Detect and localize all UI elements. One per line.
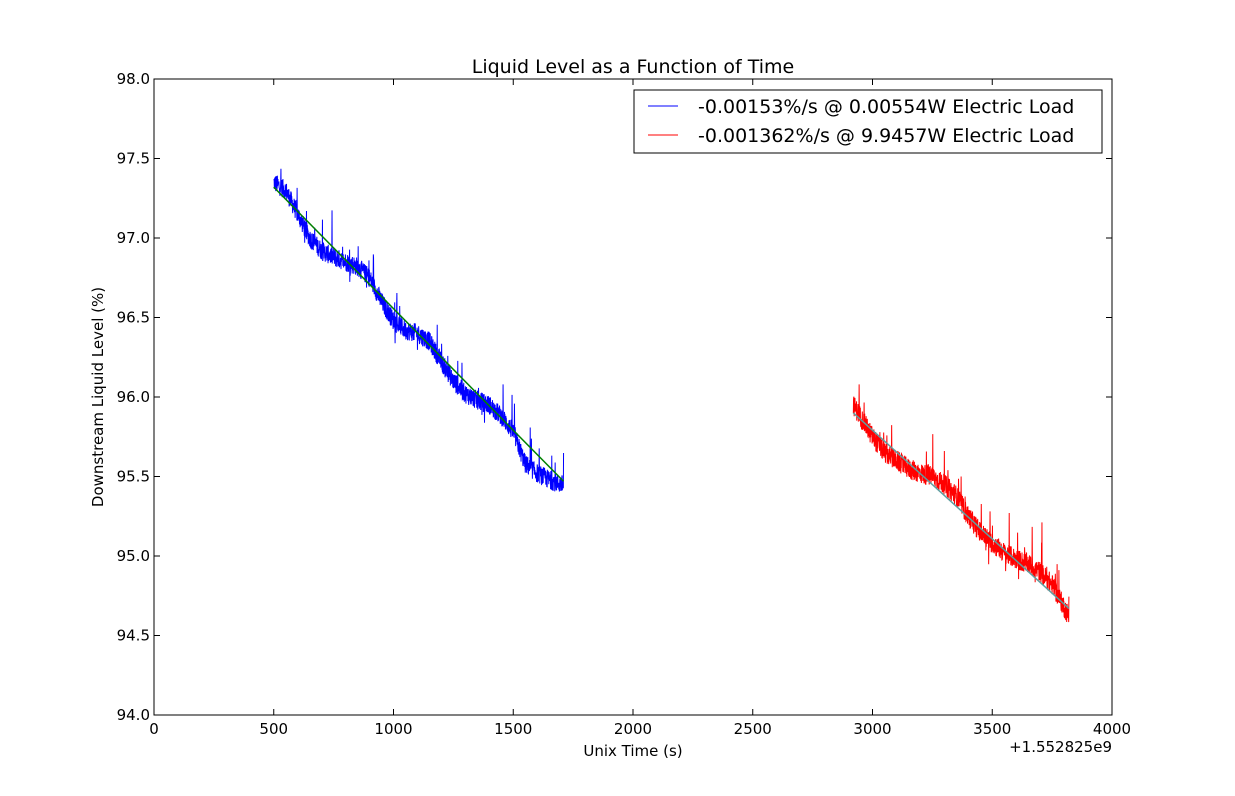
y-tick-label: 97.5	[117, 150, 150, 168]
x-tick-label: 0	[149, 720, 159, 738]
y-tick-label: 95.5	[117, 468, 150, 486]
x-tick-label: 1000	[374, 720, 412, 738]
y-tick-label: 97.0	[117, 229, 150, 247]
fit-line-2	[852, 412, 1070, 610]
y-tick-label: 94.0	[117, 706, 150, 724]
legend-label-series-2: -0.001362%/s @ 9.9457W Electric Load	[698, 125, 1074, 147]
y-tick-label: 98.0	[117, 70, 150, 88]
y-tick-label: 94.5	[117, 627, 150, 645]
series-2-line	[852, 384, 1070, 623]
legend-box	[633, 89, 1103, 154]
x-tick-label: 500	[259, 720, 288, 738]
legend-label-series-1: -0.00153%/s @ 0.00554W Electric Load	[698, 96, 1074, 118]
x-offset-label: +1.552825e9	[1009, 738, 1112, 756]
x-tick-label: 3500	[973, 720, 1011, 738]
x-tick-label: 3000	[853, 720, 891, 738]
series-1-line	[273, 168, 565, 492]
x-tick-label: 4000	[1093, 720, 1131, 738]
x-tick-label: 2000	[614, 720, 652, 738]
legend: -0.00153%/s @ 0.00554W Electric Load -0.…	[633, 89, 1103, 154]
y-tick-label: 95.0	[117, 547, 150, 565]
y-tick-label: 96.0	[117, 388, 150, 406]
fit-line-1	[273, 186, 565, 482]
x-tick-label: 1500	[494, 720, 532, 738]
x-axis-label: Unix Time (s)	[583, 742, 682, 760]
tick-layer: 0 500 1000 1500 2000 2500 3000 3500 4000 94.0 94.5…	[117, 70, 1132, 738]
y-axis-label: Downstream Liquid Level (%)	[89, 287, 107, 507]
x-tick-label: 2500	[734, 720, 772, 738]
chart-title: Liquid Level as a Function of Time	[472, 56, 795, 78]
data-layer	[273, 168, 1070, 623]
y-tick-label: 96.5	[117, 309, 150, 327]
